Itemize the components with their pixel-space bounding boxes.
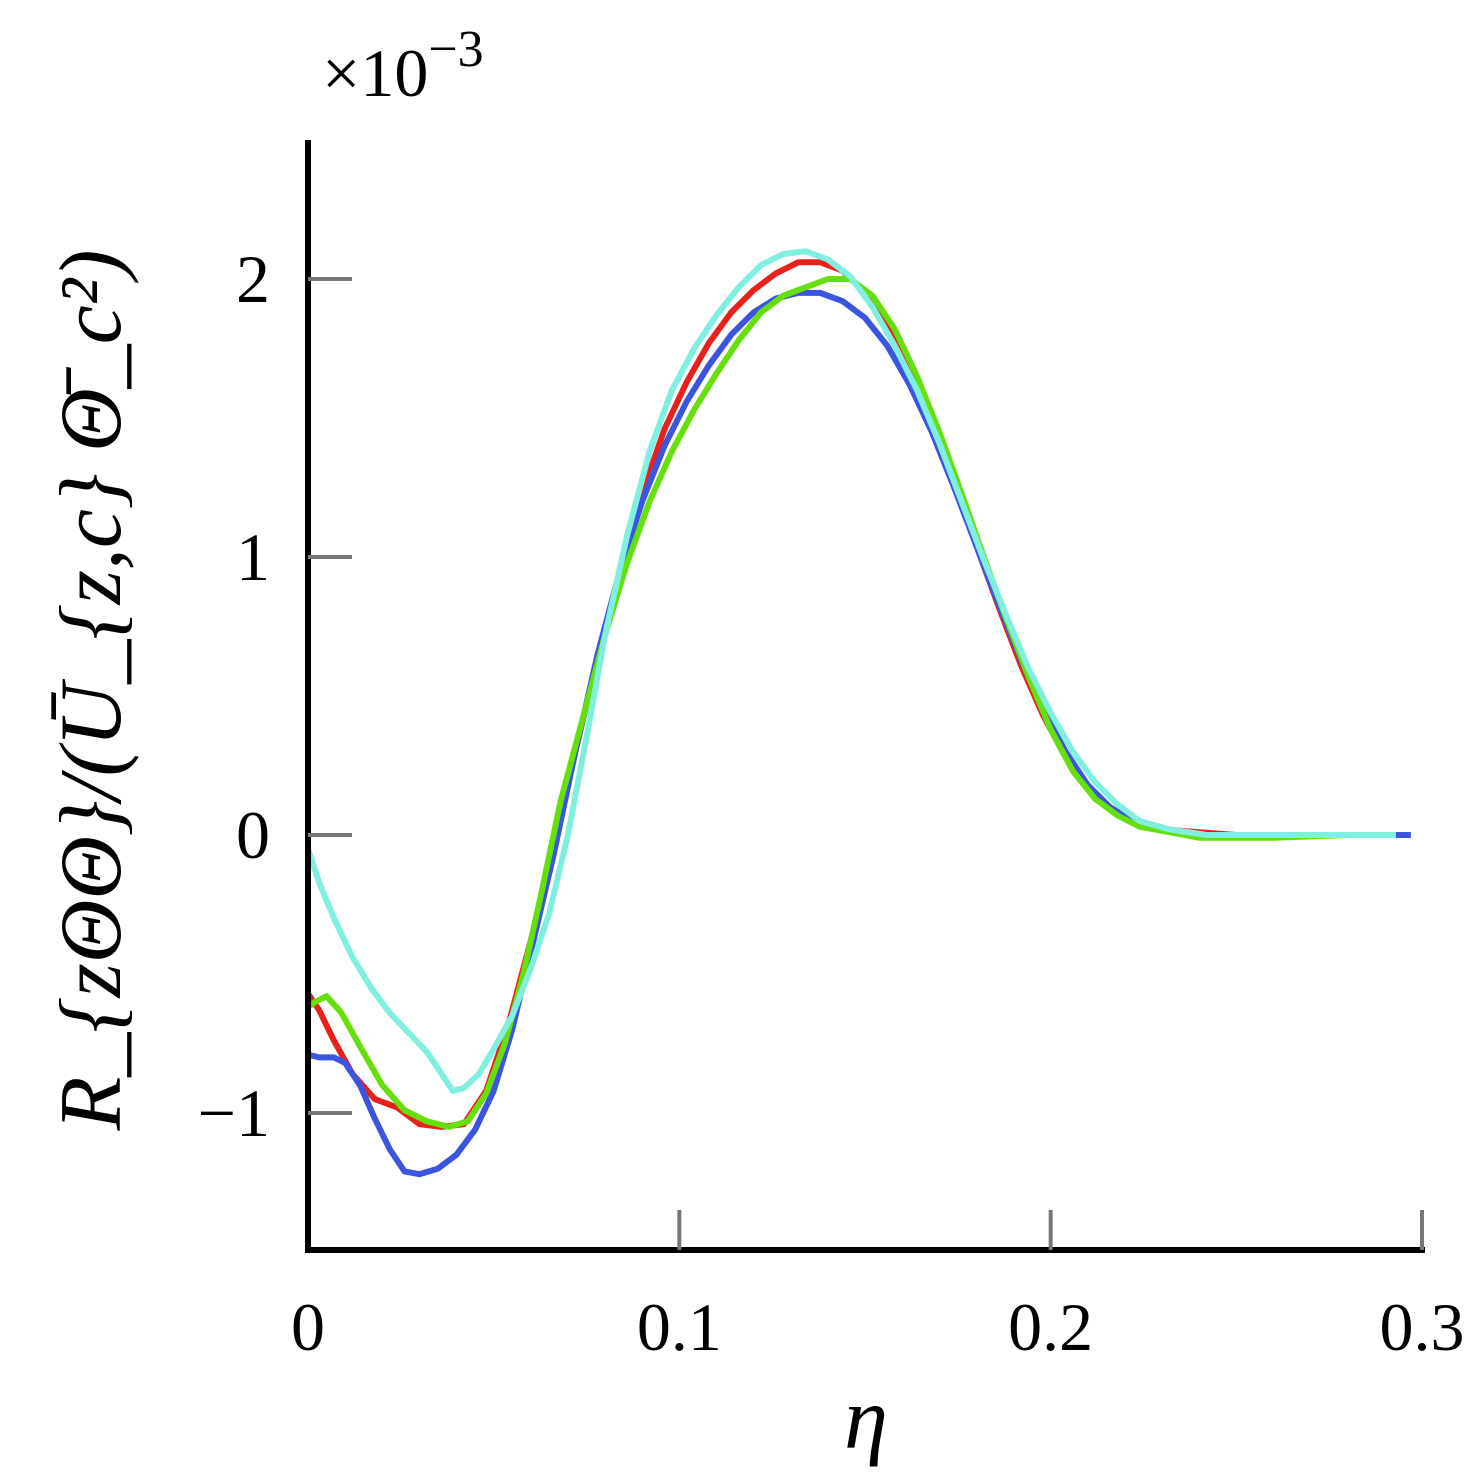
y-tick-label: 2 — [236, 241, 270, 317]
labels-layer: −1 0 1 2 0 0.1 0.2 0.3 ×10−3 η R_{zΘΘ}/(Ū_{z,c} Θ̄… — [43, 21, 1465, 1468]
x-tick-label: 0.1 — [637, 1289, 722, 1365]
y-tick-label: 0 — [236, 797, 270, 873]
series-line-3 — [306, 276, 1396, 1130]
y-axis-title: R_{zΘΘ}/(Ū_{z,c} Θ̄_c²) — [43, 250, 140, 1132]
x-axis-title: η — [844, 1371, 888, 1468]
x-tick-label: 0.3 — [1380, 1289, 1465, 1365]
axes-layer — [305, 140, 1425, 1253]
series-layer — [305, 248, 1411, 1178]
x-tick-label: 0.2 — [1008, 1289, 1093, 1365]
series-line-1 — [305, 259, 1404, 1130]
series-line-2 — [307, 289, 1411, 1178]
x-tick-label: 0 — [291, 1289, 325, 1365]
y-tick-label: −1 — [198, 1075, 270, 1151]
y-tick-label: 1 — [236, 519, 270, 595]
series-line-4 — [305, 248, 1396, 1094]
y-axis-multiplier: ×10−3 — [322, 21, 484, 111]
